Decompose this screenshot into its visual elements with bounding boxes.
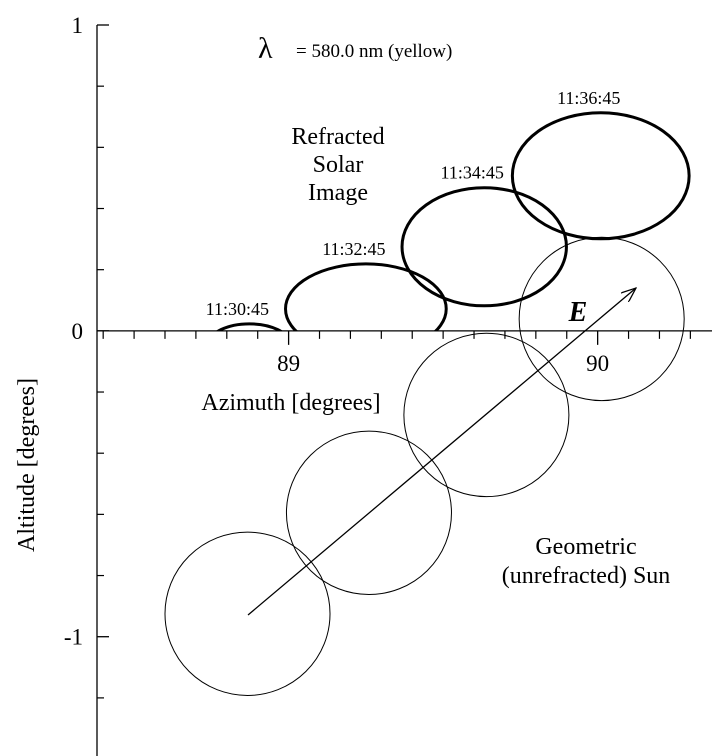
y-tick-label: -1 xyxy=(64,625,83,650)
geometric-label: Geometric xyxy=(535,534,636,560)
refracted-group xyxy=(215,111,691,331)
geometric-sun xyxy=(518,236,685,402)
refracted-image xyxy=(284,262,448,331)
wavelength-text: = 580.0 nm (yellow) xyxy=(296,41,452,62)
refracted-label: Solar xyxy=(313,152,364,178)
refracted-label: Refracted xyxy=(291,124,384,150)
refracted-label: Image xyxy=(308,180,368,206)
direction-label: E xyxy=(568,297,588,328)
x-tick-label: 89 xyxy=(277,351,300,376)
geometric-sun xyxy=(403,332,570,498)
y-tick-label: 1 xyxy=(72,13,84,38)
refracted-image xyxy=(215,322,283,331)
x-tick-label: 90 xyxy=(586,351,609,376)
time-label: 11:30:45 xyxy=(206,299,269,319)
x-axis-label: Azimuth [degrees] xyxy=(201,390,380,416)
direction-arrow xyxy=(247,288,636,616)
time-label: 11:32:45 xyxy=(322,239,385,259)
y-axis-label: Altitude [degrees] xyxy=(14,378,40,552)
refracted-image xyxy=(510,111,691,241)
lambda-symbol: λ xyxy=(258,32,273,65)
geometric-sun xyxy=(285,430,452,596)
geometric-sun xyxy=(164,531,331,696)
time-label: 11:36:45 xyxy=(557,88,620,108)
geometric-label: (unrefracted) Sun xyxy=(502,563,671,589)
refracted-image xyxy=(400,186,568,308)
y-tick-label: 0 xyxy=(72,319,84,344)
time-label: 11:34:45 xyxy=(441,163,504,183)
